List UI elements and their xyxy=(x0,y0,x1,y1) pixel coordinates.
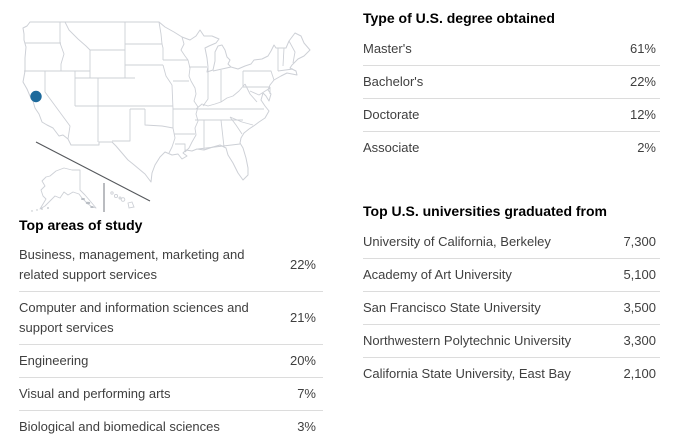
table-row: California State University, East Bay 2,1… xyxy=(363,357,660,390)
alaska-outline xyxy=(39,167,97,210)
hawaii-islands xyxy=(110,191,135,209)
areas-of-study-table-title: Top areas of study xyxy=(19,217,143,233)
row-label: Computer and information sciences and su… xyxy=(19,300,249,335)
degree-type-table-rows: Master's 61% Bachelor's 22% Doctorate 12% Asso… xyxy=(363,32,660,164)
location-dot xyxy=(30,90,42,103)
degree-type-table: Type of U.S. degree obtained Master's 61%… xyxy=(363,8,660,164)
table-row: Bachelor's 22% xyxy=(363,65,660,98)
us-map xyxy=(12,14,322,214)
table-row: University of California, Berkeley 7,300 xyxy=(363,225,660,258)
table-row: Visual and performing arts 7% xyxy=(19,377,323,410)
row-label: San Francisco State University xyxy=(363,300,541,315)
row-label: Academy of Art University xyxy=(363,267,512,282)
table-row: Engineering 20% xyxy=(19,344,323,377)
row-value: 12% xyxy=(629,107,656,122)
table-row: Master's 61% xyxy=(363,32,660,65)
row-label: Northwestern Polytechnic University xyxy=(363,333,572,348)
table-row: Associate 2% xyxy=(363,131,660,164)
row-value: 7% xyxy=(297,386,316,401)
alaska-hawaii-inset xyxy=(31,167,135,212)
row-value: 2% xyxy=(637,140,656,155)
degree-type-table-title: Type of U.S. degree obtained xyxy=(363,10,555,26)
row-value: 2,100 xyxy=(623,366,656,381)
state-borders xyxy=(24,21,296,154)
row-value: 7,300 xyxy=(623,233,656,249)
us-map-svg xyxy=(22,21,311,212)
universities-table-title: Top U.S. universities graduated from xyxy=(363,203,608,219)
row-label: California State University, East Bay xyxy=(363,366,571,381)
row-label: Visual and performing arts xyxy=(19,386,171,401)
alaska-archipelago xyxy=(31,198,94,212)
row-label: University of California, Berkeley xyxy=(363,233,551,249)
universities-table-rows: University of California, Berkeley 7,300 A… xyxy=(363,225,660,390)
table-row: Academy of Art University 5,100 xyxy=(363,258,660,291)
table-row: Doctorate 12% xyxy=(363,98,660,131)
row-label: Master's xyxy=(363,40,412,56)
table-row: Northwestern Polytechnic University 3,300 xyxy=(363,324,660,357)
table-row: Biological and biomedical sciences 3% xyxy=(19,410,323,443)
inset-divider-diagonal xyxy=(35,141,151,202)
row-value: 22% xyxy=(289,257,316,272)
row-label: Biological and biomedical sciences xyxy=(19,419,220,434)
row-value: 3% xyxy=(297,419,316,434)
row-value: 22% xyxy=(629,74,656,89)
table-row: Business, management, marketing and rela… xyxy=(19,239,323,291)
row-value: 5,100 xyxy=(623,267,656,282)
row-value: 3,300 xyxy=(623,333,656,348)
row-value: 61% xyxy=(629,40,656,56)
table-row: Computer and information sciences and su… xyxy=(19,291,323,344)
row-value: 21% xyxy=(289,310,316,325)
areas-of-study-table: Top areas of study Business, management,… xyxy=(19,215,323,443)
row-label: Business, management, marketing and rela… xyxy=(19,247,245,282)
row-label: Associate xyxy=(363,140,420,155)
row-value: 20% xyxy=(289,353,316,368)
row-value: 3,500 xyxy=(623,300,656,315)
areas-of-study-table-rows: Business, management, marketing and rela… xyxy=(19,239,323,443)
table-row: San Francisco State University 3,500 xyxy=(363,291,660,324)
universities-table: Top U.S. universities graduated from Uni… xyxy=(363,201,660,390)
us-outline xyxy=(22,21,311,183)
row-label: Doctorate xyxy=(363,107,420,122)
row-label: Engineering xyxy=(19,353,89,368)
row-label: Bachelor's xyxy=(363,74,424,89)
